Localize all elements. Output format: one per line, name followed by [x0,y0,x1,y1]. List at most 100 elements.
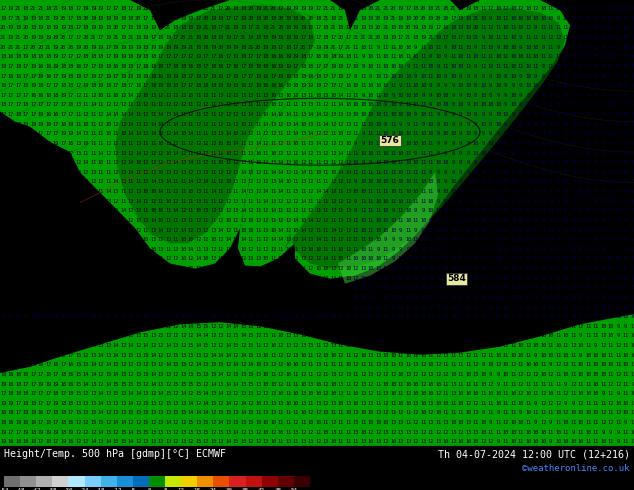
Text: 11: 11 [112,218,119,223]
Text: 13: 13 [217,382,224,387]
Text: 19: 19 [60,6,66,11]
Text: 20: 20 [37,45,44,49]
Text: 16: 16 [22,150,29,155]
Text: 11: 11 [533,391,539,396]
Text: 12: 12 [278,324,283,329]
Text: 10: 10 [188,93,193,98]
Text: 13: 13 [247,141,254,146]
Text: 9: 9 [474,74,477,78]
Text: 13: 13 [353,420,359,425]
Text: 9: 9 [579,102,582,107]
Text: 14: 14 [315,141,321,146]
Text: 10: 10 [398,198,404,204]
Text: 9: 9 [571,430,574,435]
Text: 13: 13 [292,353,299,358]
Text: 13: 13 [105,391,111,396]
Text: 19: 19 [188,16,193,21]
Text: 11: 11 [233,218,238,223]
Text: 12: 12 [292,256,299,262]
Text: 19: 19 [195,35,201,40]
Text: 9: 9 [489,227,492,233]
Text: 21: 21 [247,45,254,49]
Text: 12: 12 [322,391,328,396]
Text: 10: 10 [488,285,494,290]
Text: 12: 12 [270,131,276,136]
Text: 10: 10 [367,141,373,146]
Text: 10: 10 [405,45,411,49]
Text: 9: 9 [564,102,567,107]
Text: 11: 11 [210,179,216,184]
Text: 16: 16 [30,131,36,136]
Text: 11: 11 [172,179,179,184]
Text: 10: 10 [562,6,569,11]
Text: 11: 11 [315,198,321,204]
Text: 9: 9 [616,131,619,136]
Text: 17: 17 [247,74,254,78]
Text: 10: 10 [270,343,276,348]
Text: 14: 14 [240,266,246,271]
Text: 10: 10 [330,440,336,444]
Text: 12: 12 [547,372,553,377]
Text: 15: 15 [247,324,254,329]
Text: 11: 11 [390,198,396,204]
Text: 9: 9 [436,64,439,69]
Text: 19: 19 [0,440,6,444]
Text: 11: 11 [322,179,328,184]
Text: 18: 18 [22,227,29,233]
Text: 14: 14 [322,189,328,194]
Text: 11: 11 [547,430,553,435]
Text: 12: 12 [143,150,148,155]
Text: 17: 17 [82,64,89,69]
Text: 10: 10 [570,256,576,262]
Text: 17: 17 [60,227,66,233]
Text: 11: 11 [367,131,373,136]
Text: 10: 10 [607,266,614,271]
Text: 10: 10 [420,74,426,78]
Text: 12: 12 [525,305,531,310]
Text: 10: 10 [420,131,426,136]
Text: 10: 10 [555,411,561,416]
Text: 11: 11 [188,150,193,155]
Text: 10: 10 [367,54,373,59]
Text: 10: 10 [398,179,404,184]
Text: 14: 14 [278,160,283,165]
Text: 12: 12 [143,170,148,175]
Text: 14: 14 [300,237,306,242]
Text: 11: 11 [210,102,216,107]
Text: 12: 12 [412,372,418,377]
Text: 12: 12 [353,305,359,310]
Text: 8: 8 [586,170,590,175]
Text: 14: 14 [195,334,201,339]
Text: 13: 13 [262,440,269,444]
Text: 12: 12 [105,324,111,329]
Text: 9: 9 [519,131,522,136]
Text: 8: 8 [451,247,455,252]
Text: 12: 12 [300,362,306,368]
Text: 12: 12 [337,353,344,358]
Text: 11: 11 [157,266,164,271]
Text: 14: 14 [300,150,306,155]
Text: 11: 11 [345,150,351,155]
Text: 17: 17 [15,93,21,98]
Text: 19: 19 [292,54,299,59]
Text: 18: 18 [75,16,81,21]
Text: 10: 10 [157,218,164,223]
Text: 21: 21 [240,35,246,40]
Text: 10: 10 [435,382,441,387]
Text: 15: 15 [210,362,216,368]
Text: 11: 11 [435,305,441,310]
Text: 12: 12 [75,227,81,233]
Text: 12: 12 [578,324,584,329]
Text: 18: 18 [45,314,51,319]
Text: 11: 11 [578,6,584,11]
Text: 12: 12 [292,208,299,213]
Text: 11: 11 [98,131,103,136]
Text: 9: 9 [467,122,470,126]
Text: 9: 9 [519,189,522,194]
Text: 18: 18 [0,64,6,69]
Text: 9: 9 [571,305,574,310]
Text: 11: 11 [405,198,411,204]
Text: 11: 11 [525,353,531,358]
Text: 15: 15 [75,391,81,396]
Text: 9: 9 [616,102,619,107]
